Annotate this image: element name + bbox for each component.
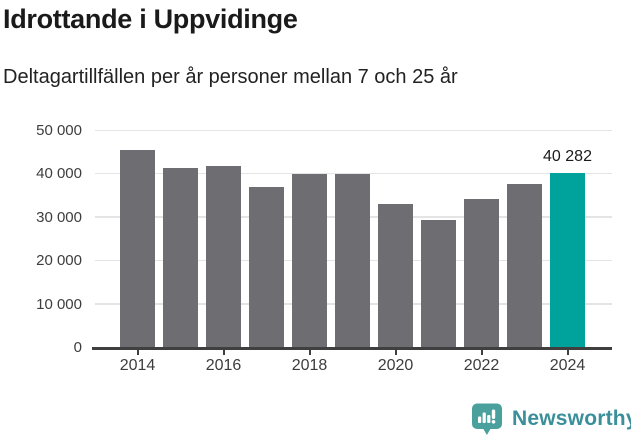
page-title: Idrottande i Uppvidinge: [3, 4, 298, 34]
bar-2016: [206, 166, 241, 348]
bar-2018: [292, 173, 327, 348]
x-axis-label-2018: 2018: [291, 357, 328, 374]
highlight-value-label: 40 282: [543, 148, 592, 166]
bar-2024: [550, 173, 585, 348]
bar-2019: [335, 173, 370, 348]
x-axis-label-2024: 2024: [549, 357, 586, 374]
brand-name: Newsworthy: [512, 407, 631, 430]
x-axis-tick-2014: [136, 349, 139, 355]
newsworthy-logo: Newsworthy: [470, 402, 631, 436]
gridline-50000: [95, 129, 612, 131]
x-axis-label-2014: 2014: [119, 357, 156, 374]
bar-2021: [421, 220, 456, 348]
bar-2020: [378, 203, 413, 348]
bar-2017: [249, 187, 284, 348]
bar-chart-plot-area: 40 282: [95, 129, 612, 348]
x-axis-label-2022: 2022: [463, 357, 500, 374]
x-axis-tick-2016: [222, 349, 225, 355]
bar-2022: [464, 199, 499, 348]
x-axis-tick-2024: [566, 349, 569, 355]
y-axis-label-20000: 20 000: [36, 252, 82, 270]
bar-2023: [507, 183, 542, 348]
bar-2015: [163, 167, 198, 348]
newsworthy-chart-bubble-icon: [472, 403, 502, 435]
x-axis-label-2016: 2016: [205, 357, 242, 374]
y-axis-label-50000: 50 000: [36, 122, 82, 139]
y-axis-label-40000: 40 000: [36, 165, 82, 183]
bar-2014: [120, 149, 155, 348]
x-axis-tick-2018: [308, 349, 311, 355]
x-axis-label-2020: 2020: [377, 357, 414, 374]
x-axis-tick-2022: [480, 349, 483, 355]
x-axis-line: [92, 347, 612, 350]
y-axis-label-0: 0: [73, 339, 82, 356]
y-axis-label-30000: 30 000: [36, 208, 82, 226]
x-axis-tick-2020: [394, 349, 397, 355]
chart-subtitle: Deltagartillfällen per år personer mella…: [3, 66, 458, 88]
y-axis-label-10000: 10 000: [36, 295, 82, 313]
